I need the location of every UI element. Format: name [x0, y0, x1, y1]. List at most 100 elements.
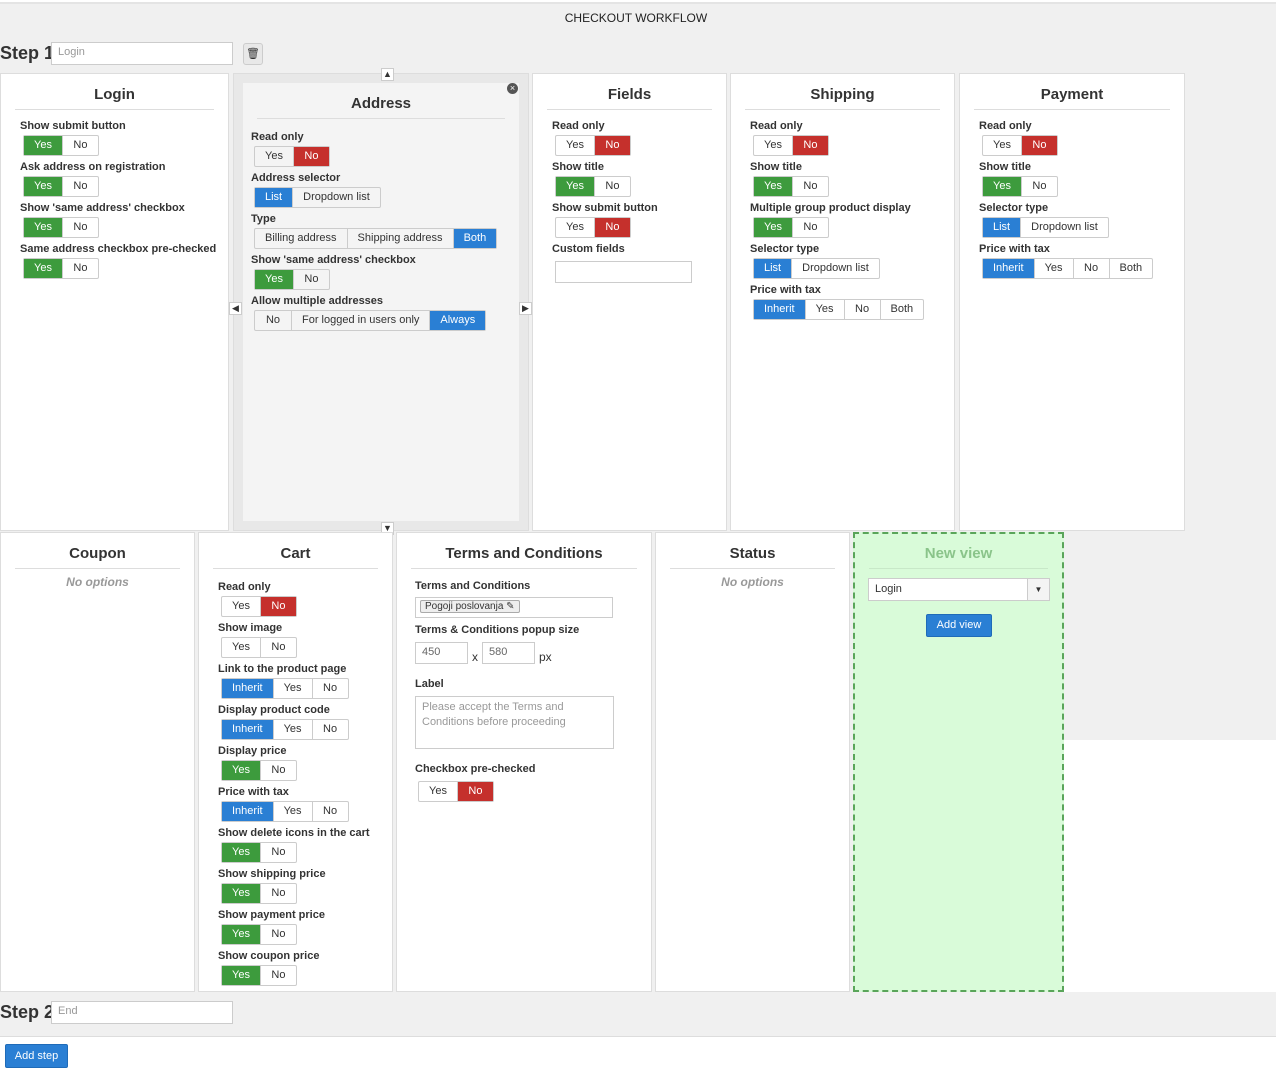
terms-page-tag[interactable]: Pogoji poslovanja ✎: [420, 600, 520, 613]
move-right-icon[interactable]: ▶: [519, 302, 532, 315]
option-no[interactable]: No: [791, 177, 828, 196]
option-yes[interactable]: Yes: [222, 966, 260, 985]
option-yes[interactable]: Yes: [556, 177, 594, 196]
option-list[interactable]: List: [754, 259, 792, 278]
step-1-name-input[interactable]: Login: [51, 42, 233, 65]
option-no[interactable]: No: [593, 177, 630, 196]
option-billing-address[interactable]: Billing address: [265, 232, 337, 244]
option-yes[interactable]: Yes: [24, 177, 62, 196]
option-always[interactable]: Always: [429, 311, 486, 330]
option-no[interactable]: No: [791, 218, 828, 237]
option-shipping-address[interactable]: Shipping address: [346, 229, 453, 248]
option-dropdown-list[interactable]: Dropdown list: [1020, 218, 1108, 237]
option-no[interactable]: No: [1072, 259, 1109, 278]
option-no[interactable]: No: [1020, 177, 1057, 196]
move-left-icon[interactable]: ◀: [229, 302, 242, 315]
option-no[interactable]: No: [456, 782, 493, 801]
option-no[interactable]: No: [1020, 136, 1057, 155]
remove-view-icon[interactable]: ×: [507, 83, 518, 94]
option-yes[interactable]: Yes: [232, 641, 250, 653]
option-yes[interactable]: Yes: [1033, 259, 1073, 278]
option-inherit[interactable]: Inherit: [222, 802, 273, 821]
option-label: Address selector: [251, 172, 341, 184]
option-yes[interactable]: Yes: [272, 679, 312, 698]
option-no[interactable]: No: [259, 925, 296, 944]
option-no[interactable]: No: [292, 147, 329, 166]
option-no[interactable]: No: [259, 597, 296, 616]
option-yes[interactable]: Yes: [272, 802, 312, 821]
option-inherit[interactable]: Inherit: [222, 720, 273, 739]
option-yes[interactable]: Yes: [983, 177, 1021, 196]
option-inherit[interactable]: Inherit: [222, 679, 273, 698]
option-yes[interactable]: Yes: [222, 925, 260, 944]
option-dropdown-list[interactable]: Dropdown list: [292, 188, 380, 207]
option-yes[interactable]: Yes: [24, 218, 62, 237]
option-label: Type: [251, 213, 276, 225]
option-list[interactable]: List: [255, 188, 293, 207]
option-yes[interactable]: Yes: [764, 139, 782, 151]
option-no[interactable]: No: [259, 638, 296, 657]
option-yes[interactable]: Yes: [993, 139, 1011, 151]
panel-address[interactable]: Address Read only Yes No Address selector Lis…: [243, 83, 519, 521]
option-inherit[interactable]: Inherit: [754, 300, 805, 319]
option-yes[interactable]: Yes: [754, 218, 792, 237]
option-label: Read only: [979, 120, 1032, 132]
option-inherit[interactable]: Inherit: [983, 259, 1034, 278]
option-list[interactable]: List: [983, 218, 1021, 237]
option-yes[interactable]: Yes: [232, 600, 250, 612]
add-step-button[interactable]: Add step: [5, 1044, 68, 1068]
option-no[interactable]: No: [61, 177, 98, 196]
option-yes[interactable]: Yes: [24, 136, 62, 155]
option-both[interactable]: Both: [879, 300, 924, 319]
option-dropdown-list[interactable]: Dropdown list: [791, 259, 879, 278]
option-no[interactable]: No: [259, 966, 296, 985]
option-no[interactable]: No: [61, 136, 98, 155]
popup-width-input[interactable]: 450: [415, 642, 468, 664]
terms-page-input[interactable]: Pogoji poslovanja ✎: [415, 597, 613, 618]
option-yes[interactable]: Yes: [222, 843, 260, 862]
option-no[interactable]: No: [292, 270, 329, 289]
option-yes[interactable]: Yes: [566, 139, 584, 151]
chevron-down-icon: ▼: [1027, 579, 1049, 600]
option-no[interactable]: No: [311, 679, 348, 698]
option-yes[interactable]: Yes: [272, 720, 312, 739]
option-no[interactable]: No: [593, 218, 630, 237]
panel-title: Terms and Conditions: [411, 545, 637, 569]
move-up-icon[interactable]: ▲: [381, 68, 394, 81]
option-no[interactable]: No: [259, 884, 296, 903]
delete-step-button[interactable]: 🗑: [243, 43, 263, 65]
option-toggle-group: Yes No: [254, 146, 330, 167]
option-for-logged-in-users-only[interactable]: For logged in users only: [291, 311, 429, 330]
custom-fields-input[interactable]: [555, 261, 692, 283]
option-no[interactable]: No: [259, 761, 296, 780]
option-yes[interactable]: Yes: [24, 259, 62, 278]
option-yes[interactable]: Yes: [265, 150, 283, 162]
move-down-icon[interactable]: ▼: [381, 522, 394, 535]
pencil-icon[interactable]: ✎: [506, 601, 515, 612]
option-no[interactable]: No: [843, 300, 880, 319]
option-yes[interactable]: Yes: [566, 221, 584, 233]
option-no[interactable]: No: [61, 259, 98, 278]
option-yes[interactable]: Yes: [222, 761, 260, 780]
new-view-dropzone[interactable]: New view Login ▼ Add view: [853, 532, 1064, 992]
option-no[interactable]: No: [593, 136, 630, 155]
option-both[interactable]: Both: [1108, 259, 1153, 278]
option-no[interactable]: No: [265, 314, 281, 326]
label-textarea[interactable]: Please accept the Terms and Conditions b…: [415, 696, 614, 749]
option-yes[interactable]: Yes: [222, 884, 260, 903]
step-2-name-input[interactable]: End: [51, 1001, 233, 1024]
add-view-button[interactable]: Add view: [926, 614, 992, 637]
option-both[interactable]: Both: [452, 229, 497, 248]
option-no[interactable]: No: [791, 136, 828, 155]
option-yes[interactable]: Yes: [255, 270, 293, 289]
option-no[interactable]: No: [259, 843, 296, 862]
view-type-select[interactable]: Login ▼: [868, 578, 1050, 601]
option-yes[interactable]: Yes: [804, 300, 844, 319]
popup-height-input[interactable]: 580: [482, 642, 535, 664]
option-label: Show payment price: [218, 909, 325, 921]
option-no[interactable]: No: [311, 720, 348, 739]
option-yes[interactable]: Yes: [429, 785, 447, 797]
option-yes[interactable]: Yes: [754, 177, 792, 196]
option-no[interactable]: No: [311, 802, 348, 821]
option-no[interactable]: No: [61, 218, 98, 237]
